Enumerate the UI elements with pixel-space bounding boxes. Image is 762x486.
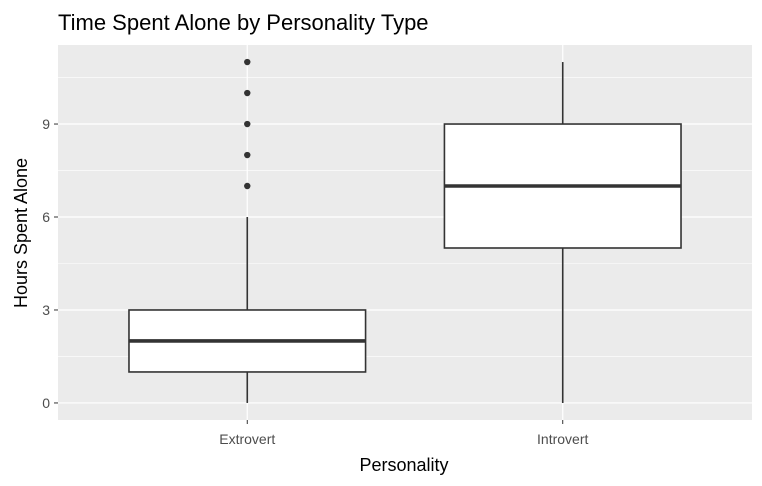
outlier-point — [244, 58, 251, 66]
y-axis-title: Hours Spent Alone — [11, 158, 31, 308]
outlier-point — [244, 151, 251, 159]
outlier-point — [244, 182, 251, 190]
x-tick-label: Introvert — [537, 431, 588, 447]
boxplot-marks — [128, 58, 682, 403]
y-tick-label: 9 — [42, 116, 50, 132]
y-tick-label: 6 — [42, 209, 50, 225]
y-tick-label: 0 — [42, 395, 50, 411]
x-axis-ticks: Extrovert Introvert — [219, 420, 589, 447]
box-extrovert — [128, 58, 367, 403]
box-introvert — [443, 62, 682, 403]
chart-title: Time Spent Alone by Personality Type — [58, 10, 429, 35]
outlier-point — [244, 89, 251, 97]
y-axis-ticks: 0 3 6 9 — [42, 116, 58, 411]
outlier-point — [244, 120, 251, 128]
x-axis-title: Personality — [359, 455, 448, 475]
y-tick-label: 3 — [42, 302, 50, 318]
x-tick-label: Extrovert — [219, 431, 275, 447]
